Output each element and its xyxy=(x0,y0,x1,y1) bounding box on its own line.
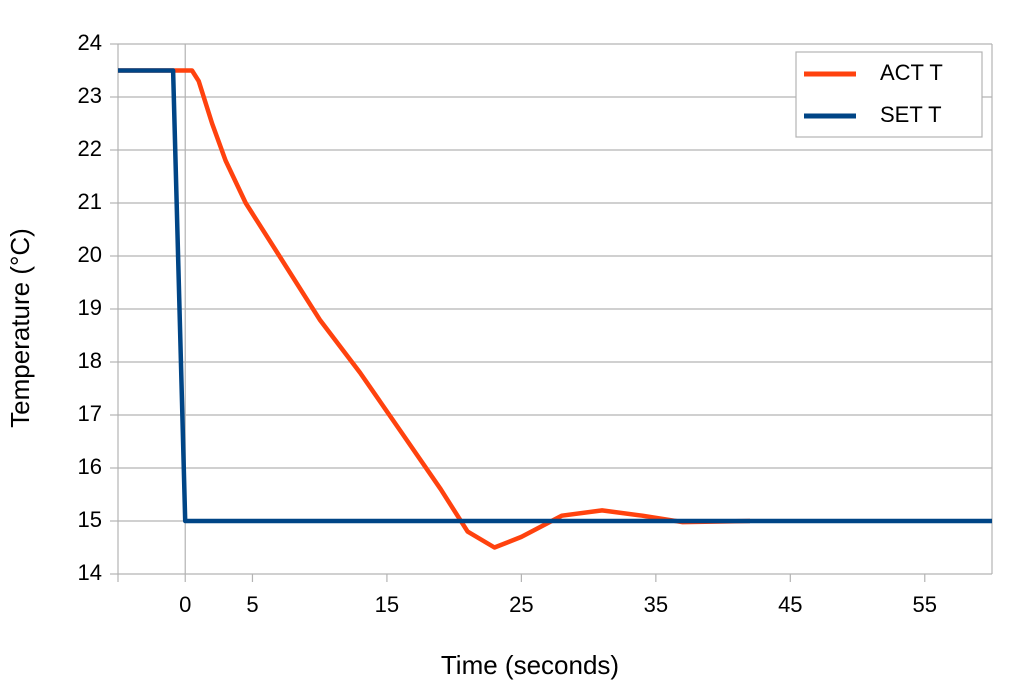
y-tick-label: 16 xyxy=(78,454,102,479)
y-tick-label: 15 xyxy=(78,507,102,532)
y-axis-label: Temperature (°C) xyxy=(5,228,35,428)
series-line xyxy=(118,68,992,524)
x-tick-label: 15 xyxy=(375,592,399,617)
y-tick-label: 14 xyxy=(78,560,102,585)
x-tick-label: 0 xyxy=(179,592,191,617)
y-tick-label: 20 xyxy=(78,242,102,267)
x-tick-label: 25 xyxy=(509,592,533,617)
legend-label: ACT T xyxy=(880,60,943,85)
x-tick-label: 35 xyxy=(644,592,668,617)
y-tick-label: 23 xyxy=(78,83,102,108)
y-tick-label: 18 xyxy=(78,348,102,373)
x-tick-label: 5 xyxy=(246,592,258,617)
y-tick-label: 21 xyxy=(78,189,102,214)
series-line xyxy=(118,68,751,550)
x-tick-label: 45 xyxy=(778,592,802,617)
y-tick-label: 17 xyxy=(78,401,102,426)
y-tick-label: 22 xyxy=(78,136,102,161)
y-tick-label: 19 xyxy=(78,295,102,320)
x-tick-label: 55 xyxy=(913,592,937,617)
legend-label: SET T xyxy=(880,102,942,127)
y-tick-label: 24 xyxy=(78,30,102,55)
legend-box xyxy=(795,51,983,138)
x-axis-label: Time (seconds) xyxy=(441,650,619,680)
